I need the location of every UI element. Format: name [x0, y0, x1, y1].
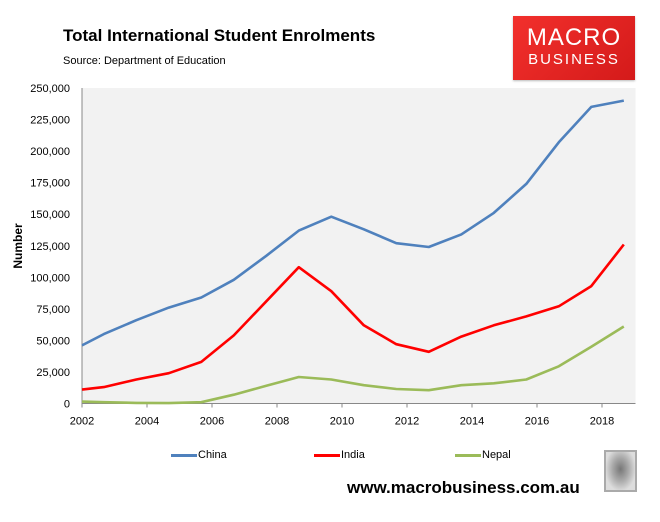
chart-title: Total International Student Enrolments	[63, 26, 376, 45]
series-line-china	[81, 99, 625, 347]
y-tick-label: 100,000	[30, 272, 70, 284]
series-line-india	[81, 243, 625, 391]
y-tick-label: 175,000	[30, 178, 70, 190]
x-tick-label: 2006	[200, 416, 224, 428]
logo-line1: MACRO	[526, 24, 622, 51]
wolf-icon	[604, 450, 637, 492]
legend-item-china: China	[171, 449, 227, 461]
y-tick-label: 25,000	[36, 367, 70, 379]
legend-item-nepal: Nepal	[455, 449, 511, 461]
legend-swatch	[455, 453, 481, 457]
logo-line2: BUSINESS	[528, 51, 620, 68]
x-tick-label: 2016	[525, 416, 549, 428]
y-tick-label: 150,000	[30, 209, 70, 221]
x-tick-label: 2014	[460, 416, 484, 428]
y-tick-label: 0	[64, 399, 70, 411]
website-url: www.macrobusiness.com.au	[347, 478, 580, 497]
legend-item-india: India	[314, 449, 365, 461]
x-tick-label: 2010	[330, 416, 354, 428]
y-tick-label: 225,000	[30, 115, 70, 127]
legend-label: Nepal	[482, 449, 511, 461]
macrobusiness-logo: MACRO BUSINESS	[513, 16, 635, 80]
x-tick-label: 2008	[265, 416, 289, 428]
legend-label: China	[198, 449, 227, 461]
x-tick-label: 2012	[395, 416, 419, 428]
x-tick-label: 2018	[590, 416, 614, 428]
series-line-nepal	[81, 325, 625, 405]
y-tick-label: 50,000	[36, 335, 70, 347]
y-tick-label: 125,000	[30, 241, 70, 253]
plot-area	[82, 88, 636, 404]
y-tick-label: 75,000	[36, 304, 70, 316]
x-tick-label: 2004	[135, 416, 159, 428]
chart-subtitle: Source: Department of Education	[63, 55, 226, 67]
legend-label: India	[341, 449, 365, 461]
legend-swatch	[314, 453, 340, 457]
y-tick-label: 200,000	[30, 146, 70, 158]
x-tick-label: 2002	[70, 416, 94, 428]
y-axis-label: Number	[11, 223, 25, 269]
y-tick-label: 250,000	[30, 83, 70, 95]
legend-swatch	[171, 453, 197, 457]
